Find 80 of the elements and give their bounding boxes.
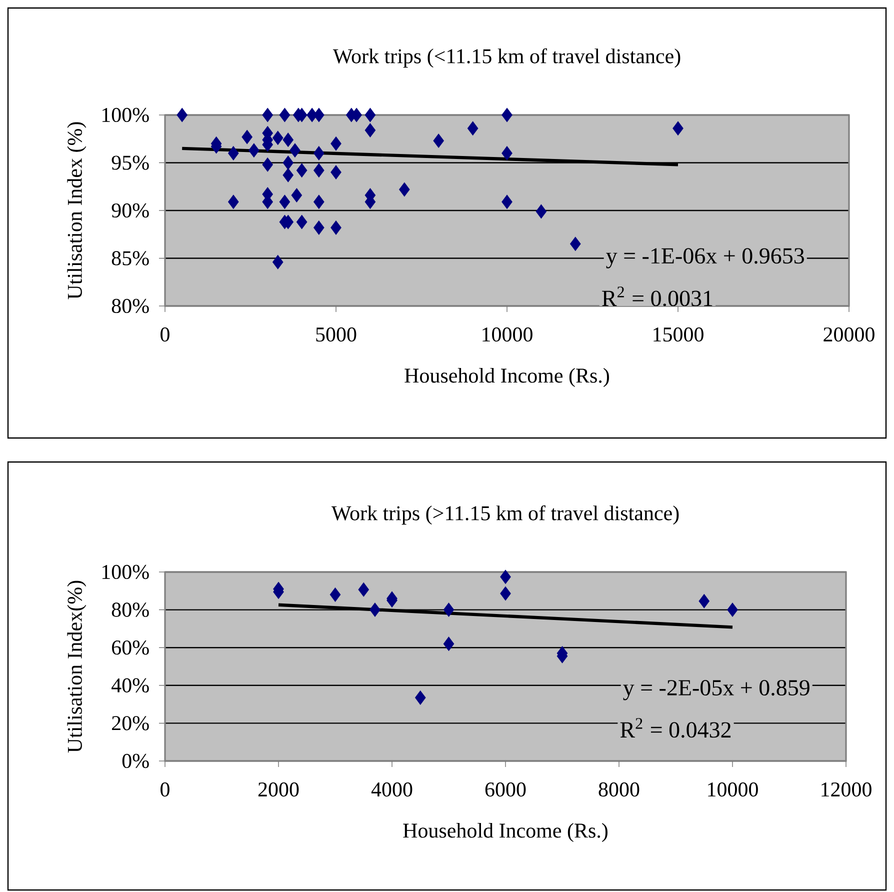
point <box>314 146 324 160</box>
annotation: y = -2E-05x + 0.859 <box>623 680 810 700</box>
x-tick-label: 12000 <box>822 782 872 797</box>
point <box>500 570 511 584</box>
y-axis-title: Utilisation Index (%) <box>67 122 86 300</box>
x-tick-label: 10000 <box>482 327 532 342</box>
point <box>272 130 284 145</box>
point <box>272 255 284 270</box>
y-tick-label: 80% <box>112 298 149 314</box>
point <box>502 108 512 122</box>
x-tick-label: 4000 <box>371 782 412 797</box>
annotation: R$^{2}$ = 0.0031 <box>602 286 712 306</box>
x-tick-label: 6000 <box>485 782 526 797</box>
point <box>698 594 710 608</box>
point <box>443 602 454 617</box>
x-tick-label: 5000 <box>316 327 356 342</box>
point <box>262 108 273 122</box>
point <box>370 602 380 617</box>
point <box>433 134 444 148</box>
point <box>415 690 426 705</box>
point <box>314 194 324 209</box>
point <box>364 123 376 138</box>
point <box>500 586 511 601</box>
y-axis-title: Utilisation Index(%) <box>67 580 86 753</box>
x-tick-label: 0 <box>160 327 170 342</box>
point <box>536 204 547 218</box>
point <box>290 143 300 158</box>
point <box>727 602 738 617</box>
y-tick-label: 90% <box>112 203 149 218</box>
point <box>242 130 252 144</box>
y-tick-label: 40% <box>112 678 149 693</box>
x-tick-label: 2000 <box>258 782 299 797</box>
point <box>330 165 342 180</box>
point <box>279 194 290 209</box>
x-axis-title: Household Income (Rs.) <box>403 822 608 842</box>
point <box>282 168 294 182</box>
point <box>176 108 188 122</box>
point <box>399 182 410 196</box>
point <box>358 582 369 597</box>
point <box>467 121 478 136</box>
y-tick-label: 100% <box>102 108 149 122</box>
y-tick-label: 20% <box>112 716 149 730</box>
x-axis-title: Household Income (Rs.) <box>404 368 609 387</box>
point <box>282 156 294 170</box>
point <box>330 220 342 235</box>
point <box>228 146 239 160</box>
y-tick-label: 85% <box>112 251 149 266</box>
point <box>502 194 512 209</box>
point <box>672 121 684 136</box>
x-tick-label: 10000 <box>708 782 758 797</box>
point <box>291 188 302 202</box>
point <box>314 220 324 235</box>
point <box>262 158 273 172</box>
point <box>314 163 324 178</box>
x-tick-label: 15000 <box>654 327 704 342</box>
point <box>279 108 290 122</box>
chart-title: Work trips (>11.15 km of travel distance) <box>331 505 679 525</box>
point <box>330 588 341 602</box>
y-tick-label: 80% <box>112 602 149 617</box>
point <box>228 194 239 209</box>
point <box>248 143 260 158</box>
point <box>364 108 376 122</box>
point <box>443 636 454 651</box>
x-tick-label: 8000 <box>598 782 640 797</box>
point <box>296 214 308 229</box>
y-tick-label: 60% <box>112 640 149 655</box>
y-tick-label: 0% <box>122 754 149 768</box>
annotation: y = -1E-06x + 0.9653 <box>606 248 804 268</box>
y-tick-label: 95% <box>112 156 149 170</box>
point <box>502 146 512 160</box>
point <box>330 136 342 151</box>
annotation: R$^{2}$ = 0.0432 <box>620 718 731 738</box>
x-tick-label: 0 <box>160 782 170 797</box>
y-tick-label: 100% <box>102 564 149 580</box>
x-tick-label: 20000 <box>824 327 874 342</box>
chart-title: Work trips (<11.15 km of travel distance) <box>332 48 680 68</box>
point <box>282 132 294 147</box>
point <box>314 108 324 122</box>
point <box>296 163 308 178</box>
point <box>570 236 581 251</box>
